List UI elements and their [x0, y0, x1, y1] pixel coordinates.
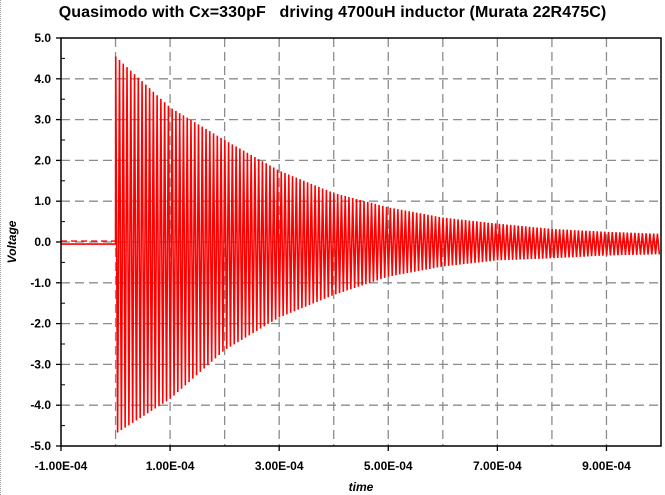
- y-tick-label: 3.0: [34, 113, 51, 127]
- y-tick-label: -5.0: [30, 439, 51, 453]
- chart-title: Quasimodo with Cx=330pF driving 4700uH i…: [58, 4, 607, 21]
- y-tick-label: -1.0: [30, 276, 51, 290]
- y-tick-label: -4.0: [30, 398, 51, 412]
- x-axis-title: time: [349, 480, 374, 494]
- y-tick-label: -2.0: [30, 317, 51, 331]
- x-tick-label: 3.00E-04: [255, 459, 304, 473]
- x-tick-label: 7.00E-04: [473, 459, 522, 473]
- y-tick-label: 2.0: [34, 153, 51, 167]
- page-left-border: [0, 0, 1, 495]
- y-tick-label: 4.0: [34, 72, 51, 86]
- y-tick-label: -3.0: [30, 357, 51, 371]
- x-tick-label: -1.00E-04: [35, 459, 88, 473]
- y-tick-label: 0.0: [34, 235, 51, 249]
- y-tick-label: 1.0: [34, 194, 51, 208]
- y-axis-title: Voltage: [5, 220, 19, 263]
- x-tick-label: 1.00E-04: [146, 459, 195, 473]
- x-tick-label: 9.00E-04: [582, 459, 631, 473]
- y-tick-label: 5.0: [34, 31, 51, 45]
- signal-line: [61, 56, 661, 433]
- x-tick-label: 5.00E-04: [364, 459, 413, 473]
